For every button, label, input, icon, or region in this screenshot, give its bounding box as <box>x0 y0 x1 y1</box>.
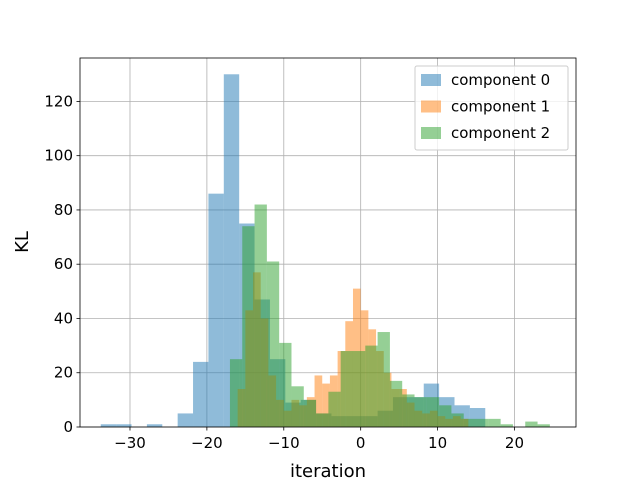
histogram-bar <box>279 342 292 427</box>
histogram-bar <box>322 383 330 427</box>
histogram-bar <box>537 424 550 427</box>
histogram-bar <box>525 421 538 427</box>
histogram-bar <box>146 424 163 427</box>
legend-entry-label: component 0 <box>451 71 550 89</box>
y-tick-label: 40 <box>54 309 73 327</box>
y-tick-label: 80 <box>54 201 73 219</box>
histogram-bar <box>266 261 280 427</box>
y-tick-label: 20 <box>54 364 73 382</box>
histogram-bar <box>414 397 427 427</box>
histogram-bar <box>100 424 117 427</box>
y-tick-label: 100 <box>44 147 73 165</box>
y-tick-label: 60 <box>54 255 73 273</box>
legend-swatch <box>421 74 441 86</box>
grid <box>80 58 576 428</box>
histogram-bar <box>439 405 452 427</box>
histogram-bar <box>488 418 501 427</box>
legend-swatch <box>421 127 441 139</box>
y-tick-label: 120 <box>44 92 73 110</box>
x-tick-label: 20 <box>505 434 524 452</box>
x-tick-label: −30 <box>114 434 146 452</box>
histogram-bar <box>223 74 240 427</box>
x-tick-label: −10 <box>268 434 300 452</box>
histogram-bar <box>193 361 209 427</box>
legend-entry-label: component 1 <box>451 98 550 116</box>
plot-frame <box>79 57 577 428</box>
histogram-bar <box>303 399 317 427</box>
histogram-bar <box>365 345 378 427</box>
legend-entry-label: component 2 <box>451 124 550 142</box>
histogram-bar <box>463 418 477 427</box>
histogram-bar <box>377 332 390 427</box>
histogram-bar <box>208 193 224 427</box>
y-axis-label: KL <box>12 231 33 253</box>
legend: component 0 component 1 component 2 <box>414 65 569 151</box>
x-axis-label: iteration <box>290 461 366 480</box>
bars <box>100 74 550 427</box>
legend-swatch <box>421 100 441 113</box>
series-2-bars <box>229 204 550 427</box>
legend-box <box>414 65 569 151</box>
x-tick-label: 10 <box>428 434 447 452</box>
histogram-bar <box>314 375 323 427</box>
histogram-bar <box>451 413 464 427</box>
histogram-bar <box>291 386 304 427</box>
histogram-bar <box>402 394 415 427</box>
histogram-bar <box>389 380 403 427</box>
histogram-bar <box>316 413 329 427</box>
histogram-bar <box>254 204 267 427</box>
histogram-bar <box>352 351 366 427</box>
histogram-bar <box>242 226 255 427</box>
histogram-bar <box>229 359 243 427</box>
histogram-bar <box>116 424 132 427</box>
ticks: −30 −20 −10 0 10 20 0 20 40 60 80 100 120 <box>44 92 524 452</box>
histogram-bar <box>340 351 353 427</box>
histogram-bar <box>500 424 513 427</box>
x-tick-label: 0 <box>356 434 366 452</box>
x-tick-label: −20 <box>191 434 223 452</box>
histogram-bar <box>426 397 440 427</box>
histogram-bar <box>177 413 194 427</box>
histogram-bar <box>476 418 489 427</box>
y-tick-label: 0 <box>63 418 73 436</box>
histogram-bar <box>328 391 341 427</box>
